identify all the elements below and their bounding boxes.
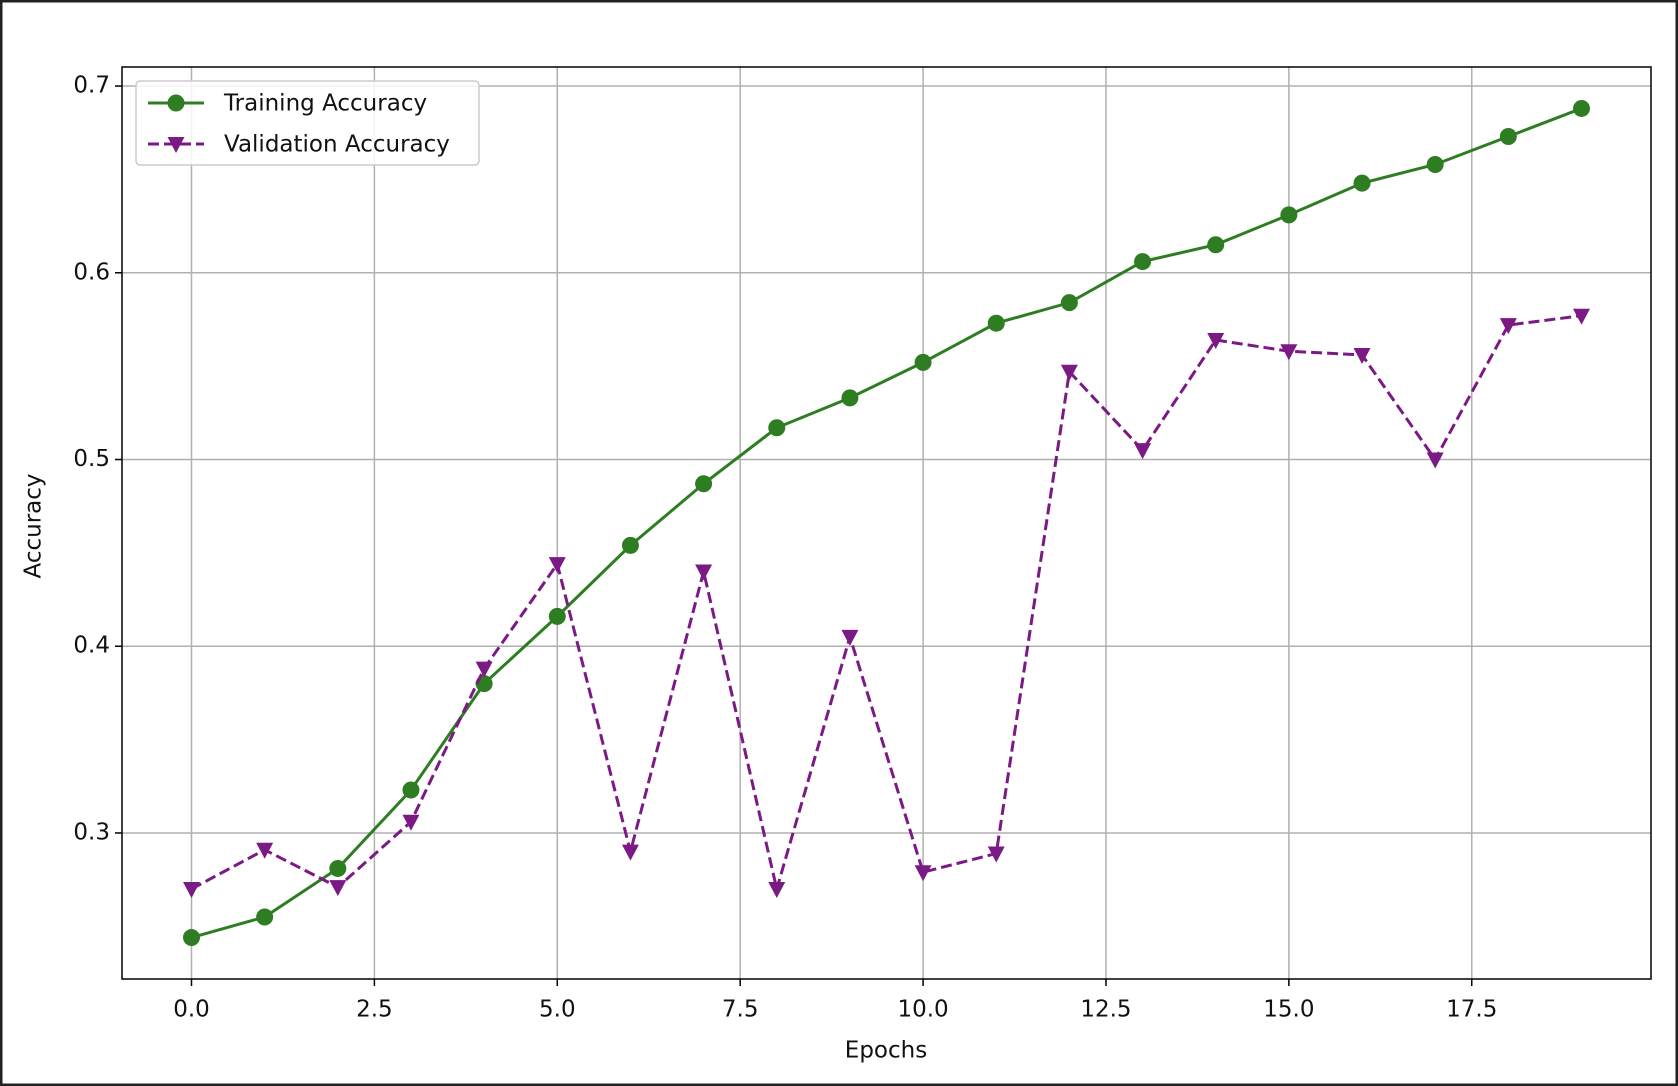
x-tick-label: 12.5 [1080,997,1131,1023]
marker [1280,206,1298,224]
series-line [190,314,1582,895]
marker [987,846,1005,863]
y-tick-label: 0.7 [73,73,110,99]
marker [1499,127,1517,145]
marker [768,881,786,898]
legend-label: Validation Accuracy [224,132,450,158]
marker [167,94,185,112]
y-tick-label: 0.4 [73,633,110,659]
marker [1207,333,1225,350]
y-tick-label: 0.6 [73,259,110,285]
marker [183,881,200,898]
marker [841,629,859,646]
marker [914,353,932,371]
marker [1573,308,1590,325]
marker [1280,344,1298,361]
marker [841,389,859,407]
x-tick-label: 10.0 [897,997,948,1023]
marker [329,880,347,897]
marker [475,661,493,678]
marker [1499,318,1517,335]
marker [548,607,566,625]
x-tick-label: 7.5 [722,997,759,1023]
marker [1060,294,1078,312]
marker [695,475,713,493]
marker [167,137,185,153]
marker [1573,99,1590,117]
marker [987,314,1005,332]
marker [256,842,274,859]
marker [621,844,639,861]
y-axis-label: Accuracy [21,473,47,578]
marker [1426,155,1444,173]
marker [1353,347,1371,364]
y-tick-label: 0.3 [73,819,110,845]
plot-area [121,66,1652,980]
marker [183,929,200,947]
marker [1134,443,1152,460]
legend-box [135,80,480,166]
y-tick-label: 0.5 [73,446,110,472]
marker [1134,253,1152,271]
marker [402,781,420,799]
marker [1353,174,1371,192]
x-axis-label: Epochs [845,1038,927,1064]
marker [1207,236,1225,254]
marker [256,908,274,926]
marker [768,419,786,437]
marker [695,564,713,581]
marker [621,536,639,554]
marker [402,814,420,831]
legend-label: Training Accuracy [223,91,427,117]
x-tick-label: 15.0 [1263,997,1314,1023]
marker [1426,452,1444,469]
x-tick-label: 0.0 [173,997,210,1023]
marker [548,557,566,574]
x-tick-label: 2.5 [356,997,393,1023]
marker [1060,364,1078,381]
x-tick-label: 5.0 [539,997,576,1023]
x-tick-label: 17.5 [1446,997,1497,1023]
marker [914,865,932,882]
series-line [191,107,1583,939]
marker [329,859,347,877]
